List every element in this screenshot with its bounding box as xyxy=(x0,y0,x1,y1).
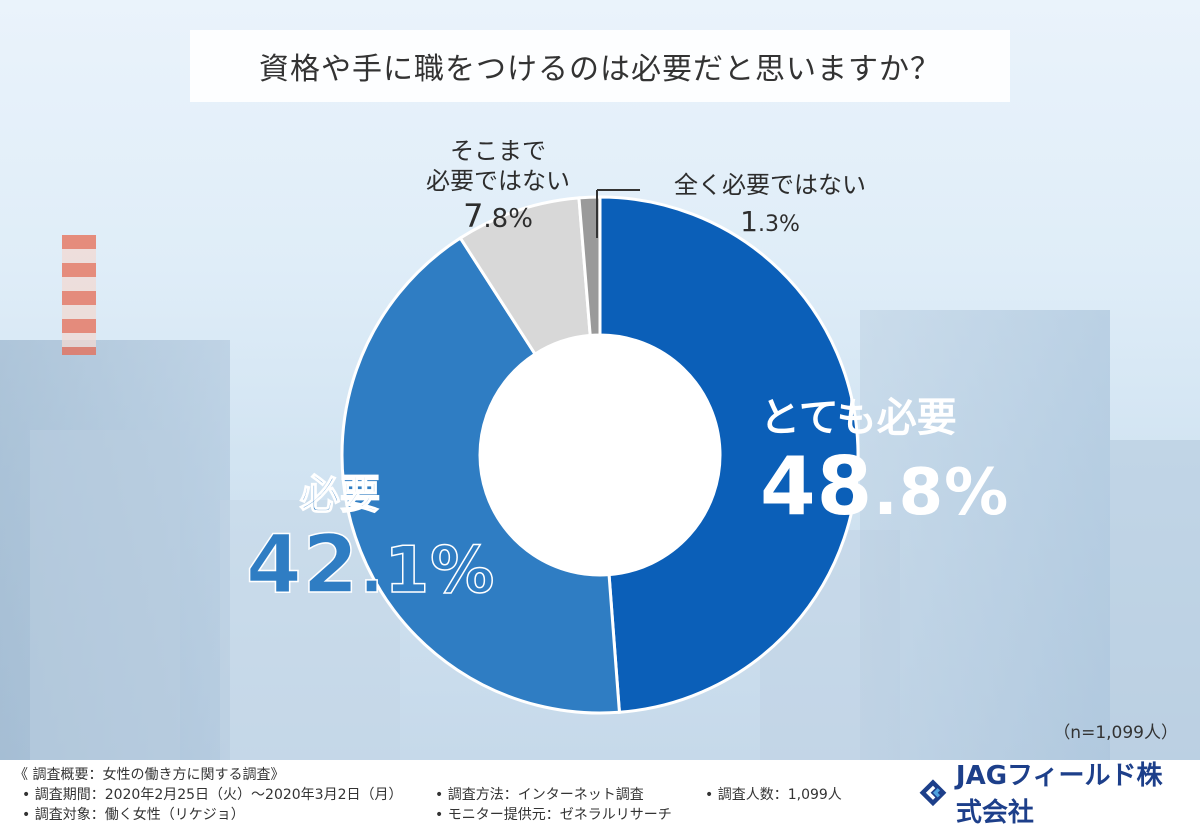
value-not-so: 7.8% xyxy=(463,197,533,235)
survey-target: • 調査対象：働く女性（リケジョ） xyxy=(22,807,245,823)
label-very-necessary: とても必要 xyxy=(760,395,957,441)
survey-count: • 調査人数：1,099人 xyxy=(705,787,842,803)
value-very-necessary: 48.8% xyxy=(760,440,1010,533)
survey-overview: 《 調査概要：女性の働き方に関する調査》 xyxy=(14,767,285,783)
radio-tower xyxy=(62,235,96,355)
donut-chart xyxy=(340,189,860,715)
sample-size-note: （n=1,099人） xyxy=(1053,723,1178,743)
footer: 《 調査概要：女性の働き方に関する調査》 • 調査期間：2020年2月25日（火… xyxy=(0,760,1200,831)
value-necessary: 42.1% xyxy=(245,517,496,612)
company-logo: JAGフィールド株式会社 xyxy=(918,761,1180,828)
building-shape xyxy=(30,430,180,760)
value-not-at-all: 1.3% xyxy=(740,205,800,238)
label-necessary: 必要 xyxy=(299,471,381,519)
label-not-so-line2: 必要ではない xyxy=(426,167,570,195)
jag-logo-icon xyxy=(919,779,947,807)
title-box: 資格や手に職をつけるのは必要だと思いますか？ xyxy=(190,30,1010,102)
label-not-so-line1: そこまで xyxy=(450,137,546,165)
donut-hole xyxy=(480,335,720,575)
monitor-provider: • モニター提供元：ゼネラルリサーチ xyxy=(435,807,672,823)
survey-period: • 調査期間：2020年2月25日（火）～2020年3月2日（月） xyxy=(22,787,403,803)
label-not-at-all-name: 全く必要ではない xyxy=(674,171,866,199)
label-not-so-necessary: そこまで 必要ではない 7.8% xyxy=(398,136,598,236)
chart-title: 資格や手に職をつけるのは必要だと思いますか？ xyxy=(259,52,941,87)
label-not-at-all: 全く必要ではない 1.3% xyxy=(650,170,890,239)
company-name: JAGフィールド株式会社 xyxy=(955,761,1163,828)
building-shape xyxy=(860,310,1110,760)
survey-method: • 調査方法：インターネット調査 xyxy=(435,787,644,803)
building-shape xyxy=(1110,440,1200,760)
